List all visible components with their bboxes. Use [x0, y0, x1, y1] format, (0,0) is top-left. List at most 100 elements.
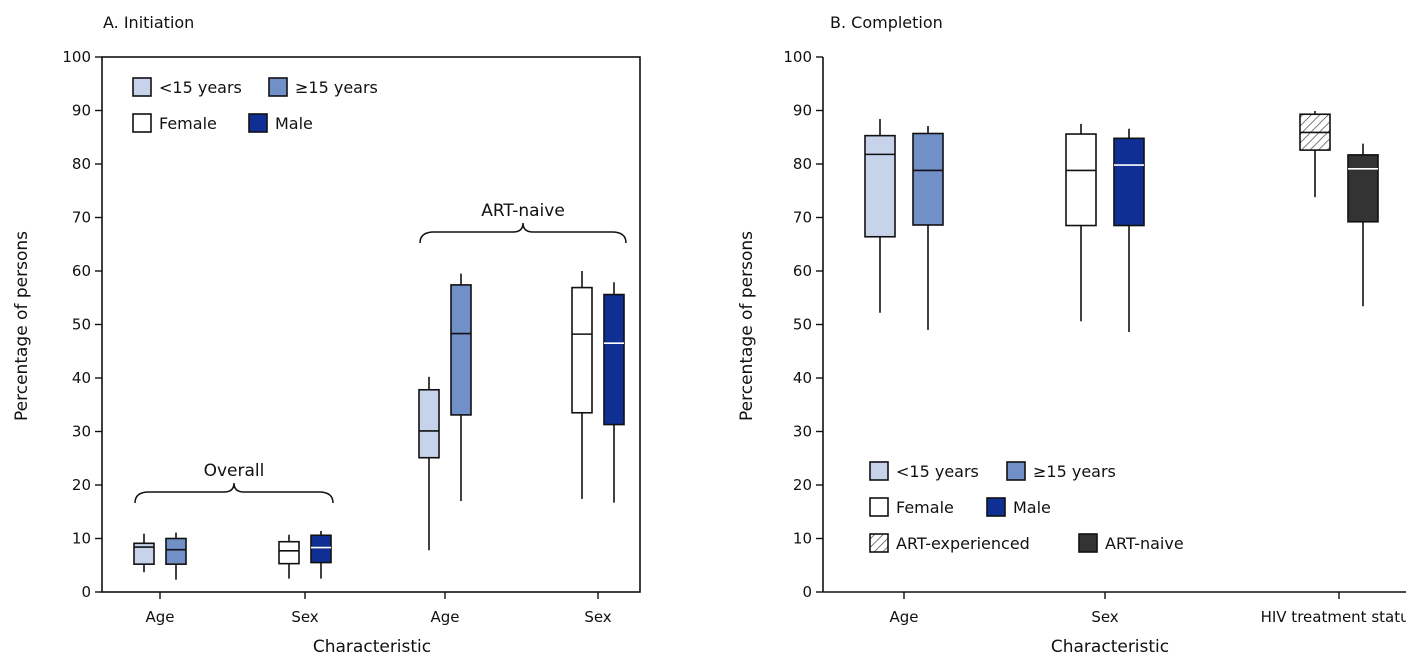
y-tick-label: 10	[793, 530, 812, 548]
y-tick-label: 60	[72, 262, 91, 280]
box-lt15	[133, 533, 155, 573]
y-tick-label: 90	[72, 102, 91, 120]
box-art_experienced	[1299, 111, 1331, 198]
x-tick-label: HIV treatment status	[1261, 608, 1406, 626]
legend-swatch	[248, 113, 268, 133]
box-ge15	[165, 532, 187, 580]
panel-a-x-axis-label: Characteristic	[313, 637, 431, 657]
y-tick-label: 80	[72, 155, 91, 173]
panel-b-legend: <15 years ≥15 years Female Male ART-experien…	[869, 461, 1184, 553]
legend-swatch	[1078, 533, 1098, 553]
box-male	[310, 531, 332, 579]
box-iqr	[1065, 133, 1097, 227]
box-ge15	[450, 273, 472, 502]
legend-label: Female	[896, 498, 954, 517]
box-lt15	[864, 119, 896, 313]
y-tick-label: 20	[793, 476, 812, 494]
y-tick-label: 40	[72, 369, 91, 387]
box-iqr	[603, 293, 625, 426]
panel-b-x-axis-label: Characteristic	[1051, 637, 1169, 657]
legend-item-art_experienced: ART-experienced	[869, 533, 1030, 553]
y-tick-label: 30	[793, 423, 812, 441]
box-iqr	[418, 388, 440, 459]
panel-b-title: B. Completion	[830, 13, 943, 32]
panel-a-group-brackets: Overall ART-naive	[134, 201, 627, 504]
y-tick-label: 40	[793, 369, 812, 387]
y-tick-label: 70	[793, 209, 812, 227]
legend-swatch	[869, 497, 889, 517]
group-bracket	[419, 222, 627, 244]
box-female	[278, 534, 300, 579]
box-iqr	[1113, 137, 1145, 227]
legend-swatch	[1006, 461, 1026, 481]
box-male	[603, 282, 625, 503]
box-female	[1065, 123, 1097, 322]
legend-label: ≥15 years	[1033, 462, 1116, 481]
x-tick-label: Age	[889, 608, 918, 626]
y-tick-label: 50	[72, 316, 91, 334]
legend-item-male: Male	[248, 113, 313, 133]
legend-item-male: Male	[986, 497, 1051, 517]
x-tick-label: Age	[145, 608, 174, 626]
legend-swatch	[132, 113, 152, 133]
panel-b-y-axis-label: Percentage of persons	[737, 231, 757, 421]
y-tick-label: 50	[793, 316, 812, 334]
panel-a-y-axis-label: Percentage of persons	[12, 231, 32, 421]
panel-b-x-ticks: Age Sex HIV treatment status	[889, 592, 1406, 626]
box-iqr	[450, 284, 472, 416]
legend-label: Male	[1013, 498, 1051, 517]
box-iqr	[864, 134, 896, 238]
legend-item-female: Female	[132, 113, 217, 133]
y-tick-label: 0	[802, 583, 812, 601]
legend-label: <15 years	[896, 462, 979, 481]
legend-swatch	[132, 77, 152, 97]
box-lt15	[418, 376, 440, 551]
x-tick-label: Sex	[291, 608, 318, 626]
panel-b-completion: B. Completion Percentage of persons Char…	[737, 13, 1406, 657]
box-male	[1113, 128, 1145, 332]
x-tick-label: Sex	[1091, 608, 1118, 626]
panel-a-plot-frame	[101, 56, 641, 593]
legend-item-lt15: <15 years	[869, 461, 979, 481]
box-iqr	[165, 537, 187, 565]
legend-item-ge15: ≥15 years	[1006, 461, 1116, 481]
y-tick-label: 90	[793, 102, 812, 120]
panel-a-x-ticks: Age Sex Age Sex	[145, 592, 612, 626]
box-art_naive	[1347, 143, 1379, 307]
panel-a-initiation: A. Initiation Percentage of persons Char…	[12, 13, 641, 657]
box-iqr	[133, 542, 155, 565]
panel-a-legend: <15 years ≥15 years Female Male	[132, 77, 378, 133]
legend-label: <15 years	[159, 78, 242, 97]
legend-label: ART-naive	[1105, 534, 1184, 553]
legend-label: Male	[275, 114, 313, 133]
y-tick-label: 0	[81, 583, 91, 601]
group-bracket	[134, 482, 334, 504]
box-female	[571, 271, 593, 499]
legend-item-lt15: <15 years	[132, 77, 242, 97]
y-tick-label: 100	[62, 48, 91, 66]
panel-b-boxes	[864, 111, 1379, 332]
legend-item-female: Female	[869, 497, 954, 517]
x-tick-label: Age	[430, 608, 459, 626]
group-label: ART-naive	[481, 201, 565, 221]
box-ge15	[912, 126, 944, 330]
legend-label: ≥15 years	[295, 78, 378, 97]
y-tick-label: 60	[793, 262, 812, 280]
panel-b-y-ticks: 0 10 20 30 40 50 60 70 80 90 100	[783, 48, 823, 601]
legend-swatch	[268, 77, 288, 97]
panel-a-boxes	[133, 271, 625, 580]
y-tick-label: 70	[72, 209, 91, 227]
panel-a-title: A. Initiation	[103, 13, 194, 32]
legend-item-ge15: ≥15 years	[268, 77, 378, 97]
legend-label: Female	[159, 114, 217, 133]
box-iqr	[912, 132, 944, 226]
legend-label: ART-experienced	[896, 534, 1030, 553]
y-tick-label: 30	[72, 423, 91, 441]
x-tick-label: Sex	[584, 608, 611, 626]
legend-item-art_naive: ART-naive	[1078, 533, 1184, 553]
panel-a-y-ticks: 0 10 20 30 40 50 60 70 80 90 100	[62, 48, 102, 601]
legend-swatch	[869, 461, 889, 481]
legend-swatch	[869, 533, 889, 553]
legend-swatch	[986, 497, 1006, 517]
